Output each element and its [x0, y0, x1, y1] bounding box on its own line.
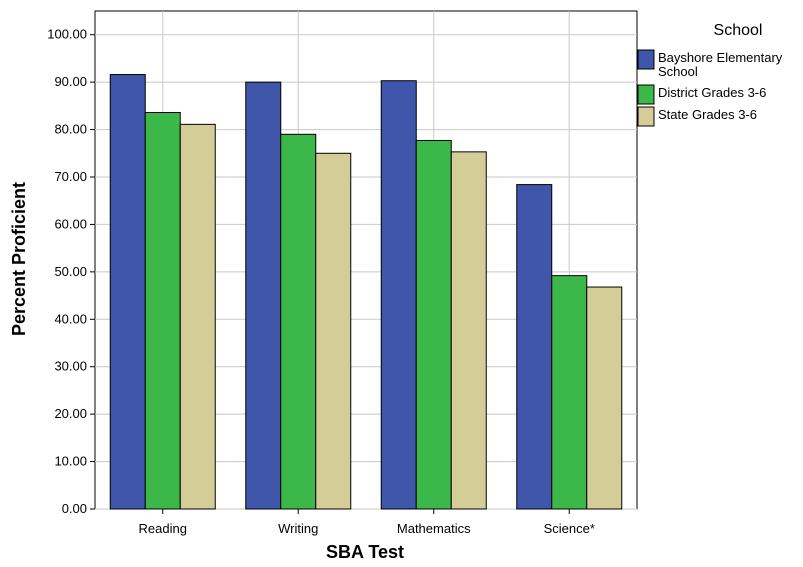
y-tick-label: 50.00	[54, 264, 87, 279]
legend: School Bayshore ElementarySchoolDistrict…	[637, 22, 783, 127]
bar	[380, 80, 417, 510]
y-tick-label: 30.00	[54, 359, 87, 374]
y-axis-ticks: 0.00 10.00 20.00 30.00 40.00 50.00 60.00 70.00 8…	[47, 27, 95, 516]
legend-swatch	[637, 49, 655, 70]
legend-swatch	[637, 84, 655, 105]
x-tick-label: Reading	[139, 521, 187, 536]
legend-label: District Grades 3-6	[658, 85, 766, 100]
y-tick-label: 10.00	[54, 454, 87, 469]
legend-label: School	[658, 64, 698, 79]
legend-label: Bayshore Elementary	[658, 50, 783, 65]
bar	[450, 151, 487, 510]
bar	[280, 133, 317, 510]
bar	[516, 184, 553, 510]
bars	[109, 74, 623, 510]
bar	[315, 152, 352, 510]
x-tick-label: Mathematics	[397, 521, 471, 536]
bar	[245, 81, 282, 510]
bar	[144, 111, 181, 510]
x-axis-ticks: Reading Writing Mathematics Science*	[139, 509, 595, 536]
bar	[179, 123, 216, 510]
y-tick-label: 20.00	[54, 406, 87, 421]
bar	[415, 139, 452, 510]
legend-swatch	[637, 106, 655, 127]
bar	[109, 74, 146, 510]
y-axis-title: Percent Proficient	[9, 182, 29, 336]
bar	[551, 275, 588, 510]
y-tick-label: 0.00	[62, 501, 87, 516]
y-tick-label: 40.00	[54, 311, 87, 326]
y-tick-label: 90.00	[54, 74, 87, 89]
legend-title: School	[714, 22, 763, 39]
x-tick-label: Writing	[278, 521, 318, 536]
y-tick-label: 80.00	[54, 122, 87, 137]
x-axis-title: SBA Test	[326, 542, 404, 562]
y-tick-label: 60.00	[54, 216, 87, 231]
legend-label: State Grades 3-6	[658, 107, 757, 122]
y-tick-label: 100.00	[47, 27, 87, 42]
x-tick-label: Science*	[544, 521, 595, 536]
bar	[586, 286, 623, 510]
y-tick-label: 70.00	[54, 169, 87, 184]
